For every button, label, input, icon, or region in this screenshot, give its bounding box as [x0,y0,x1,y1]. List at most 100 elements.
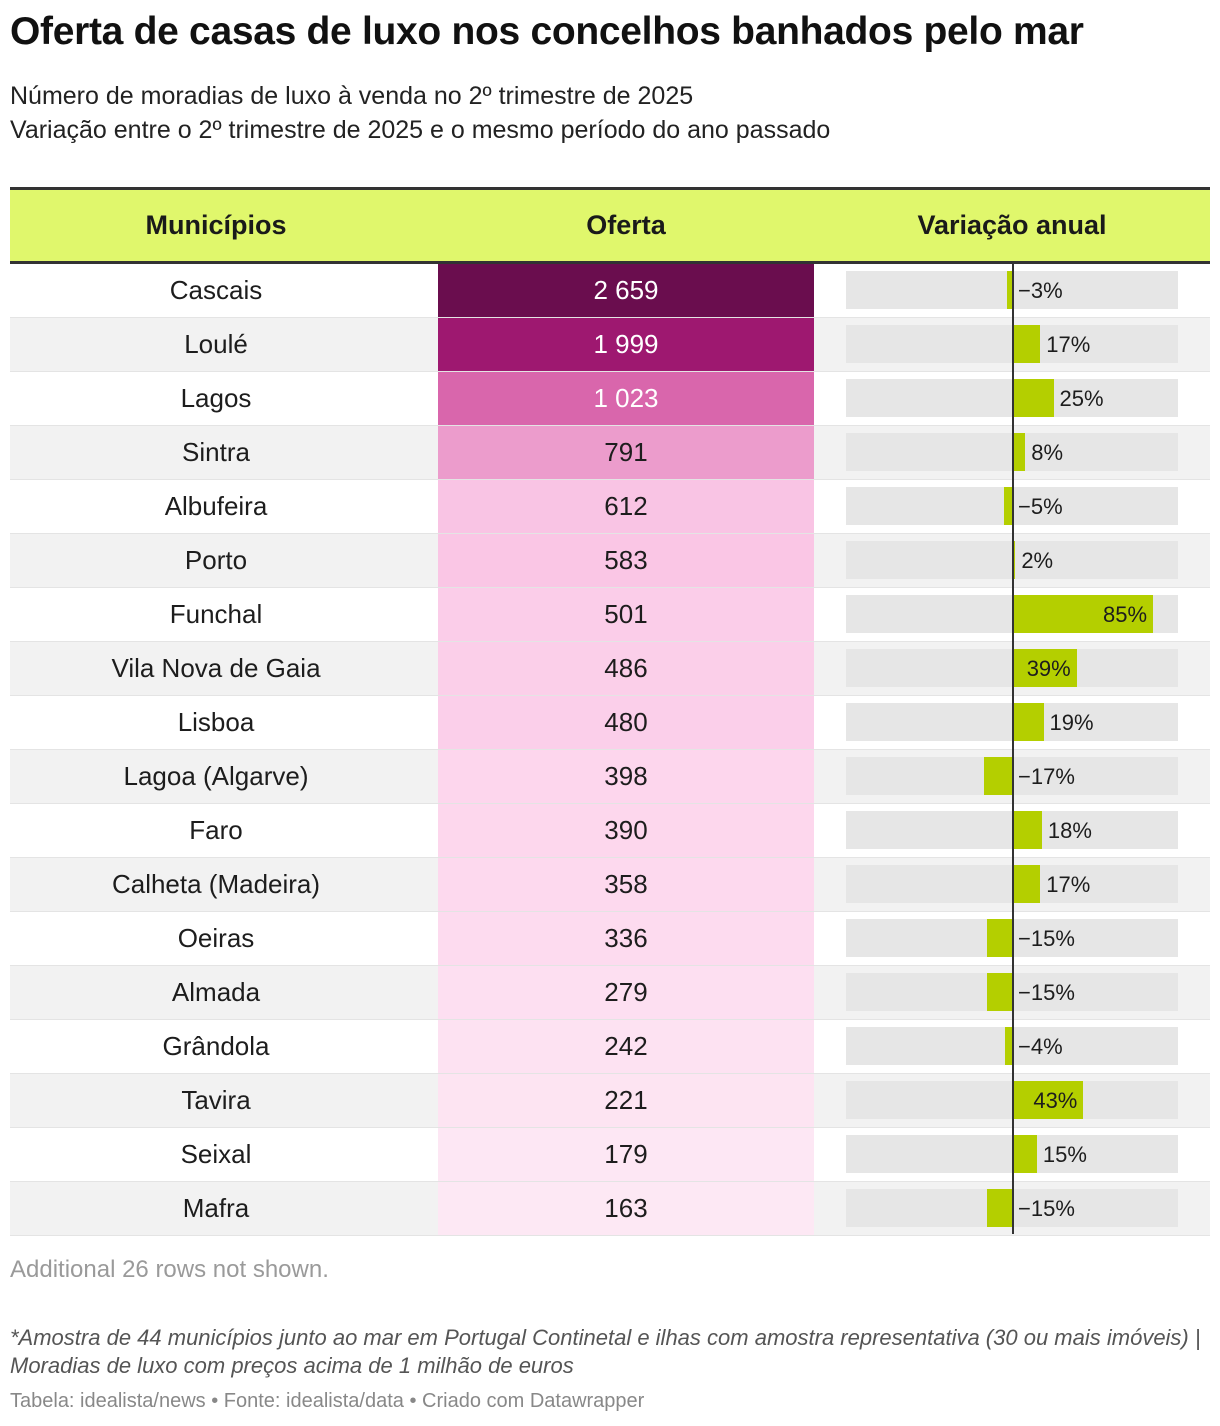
municipio-name: Funchal [169,599,263,629]
variation-label: 15% [1042,1142,1087,1167]
municipio-name: Lagos [180,383,252,413]
municipio-name: Porto [184,545,248,575]
variation-label: 18% [1047,818,1092,843]
variation-label: −15% [1018,926,1075,951]
municipio-name: Vila Nova de Gaia [111,653,321,683]
table-top-rule [10,187,1210,190]
variation-bar [1005,1027,1012,1065]
municipio-name: Seixal [180,1139,252,1169]
table-row[interactable]: Grândola 242 −4% [10,1020,1210,1074]
oferta-cell: 358 [438,858,814,911]
row-divider [10,911,1210,912]
variation-label: −17% [1018,764,1075,789]
column-header-municipios[interactable]: Municípios [145,210,287,240]
municipio-name: Lisboa [177,707,255,737]
variation-label: 8% [1031,440,1064,465]
oferta-cell: 791 [438,426,814,479]
table-row[interactable]: Tavira 221 43% [10,1074,1210,1128]
oferta-cell: 2 659 [438,264,814,317]
variation-bar [1012,1135,1037,1173]
variation-label: −15% [1018,1196,1075,1221]
variation-label: 17% [1046,332,1091,357]
oferta-cell: 612 [438,480,814,533]
table-row[interactable]: Cascais 2 659 −3% [10,264,1210,318]
variation-bar [1012,595,1154,633]
table-row[interactable]: Albufeira 612 −5% [10,480,1210,534]
column-header-variacao[interactable]: Variação anual [917,210,1107,240]
oferta-cell: 1 999 [438,318,814,371]
variation-zero-axis [1012,264,1014,1234]
oferta-cell: 242 [438,1020,814,1073]
variation-bar [1012,325,1041,363]
table-row[interactable]: Funchal 501 85% [10,588,1210,642]
variation-label: 85% [1103,602,1148,627]
variation-bar [983,757,1012,795]
variation-label: 2% [1021,548,1054,573]
row-divider [10,695,1210,696]
oferta-cell: 398 [438,750,814,803]
table-row[interactable]: Calheta (Madeira) 358 17% [10,858,1210,912]
municipio-name: Mafra [182,1193,250,1223]
table-row[interactable]: Oeiras 336 −15% [10,912,1210,966]
table-row[interactable]: Porto 583 2% [10,534,1210,588]
variation-bar [1007,271,1012,309]
row-divider [10,1019,1210,1020]
variation-bar [1012,649,1077,687]
variation-label: 17% [1046,872,1091,897]
municipio-name: Loulé [184,329,248,359]
row-divider [10,749,1210,750]
variation-bar [987,1189,1012,1227]
row-divider [10,1127,1210,1128]
municipio-name: Sintra [182,437,250,467]
subtitle-line-1: Número de moradias de luxo à venda no 2º… [10,82,694,110]
variation-label: 19% [1049,710,1094,735]
municipio-name: Lagoa (Algarve) [123,761,309,791]
variation-bar [1012,1081,1084,1119]
municipio-name: Cascais [169,275,263,305]
row-divider [10,1073,1210,1074]
table-row[interactable]: Lisboa 480 19% [10,696,1210,750]
table-row[interactable]: Lagos 1 023 25% [10,372,1210,426]
oferta-cell: 501 [438,588,814,641]
row-divider [10,479,1210,480]
row-divider [10,1235,1210,1236]
table-row[interactable]: Mafra 163 −15% [10,1182,1210,1236]
oferta-cell: 336 [438,912,814,965]
variation-bar [1012,379,1054,417]
variation-bar [987,919,1012,957]
oferta-cell: 486 [438,642,814,695]
table-row[interactable]: Almada 279 −15% [10,966,1210,1020]
row-divider [10,1181,1210,1182]
row-divider [10,803,1210,804]
oferta-cell: 480 [438,696,814,749]
chart-title: Oferta de casas de luxo nos concelhos ba… [10,10,1084,53]
table-row[interactable]: Faro 390 18% [10,804,1210,858]
variation-label: −15% [1018,980,1075,1005]
oferta-cell: 583 [438,534,814,587]
variation-label: 39% [1026,656,1071,681]
column-header-oferta[interactable]: Oferta [586,210,666,240]
footnote: *Amostra de 44 municípios junto ao mar e… [10,1325,1201,1378]
table-row[interactable]: Seixal 179 15% [10,1128,1210,1182]
oferta-cell: 179 [438,1128,814,1181]
variation-bar [987,973,1012,1011]
municipio-name: Albufeira [164,491,268,521]
row-divider [10,587,1210,588]
variation-bar [1012,703,1044,741]
row-divider [10,965,1210,966]
table-header-rule [10,261,1210,264]
variation-bar [1012,433,1026,471]
credits: Tabela: idealista/news • Fonte: idealist… [10,1390,645,1412]
row-divider [10,641,1210,642]
municipio-name: Tavira [181,1085,251,1115]
table-row[interactable]: Loulé 1 999 17% [10,318,1210,372]
oferta-cell: 221 [438,1074,814,1127]
table-row[interactable]: Vila Nova de Gaia 486 39% [10,642,1210,696]
variation-label: −5% [1018,494,1063,519]
row-divider [10,533,1210,534]
oferta-cell: 390 [438,804,814,857]
table-row[interactable]: Sintra 791 8% [10,426,1210,480]
table-row[interactable]: Lagoa (Algarve) 398 −17% [10,750,1210,804]
table-header: Municípios Oferta Variação anual [10,190,1210,261]
row-divider [10,857,1210,858]
